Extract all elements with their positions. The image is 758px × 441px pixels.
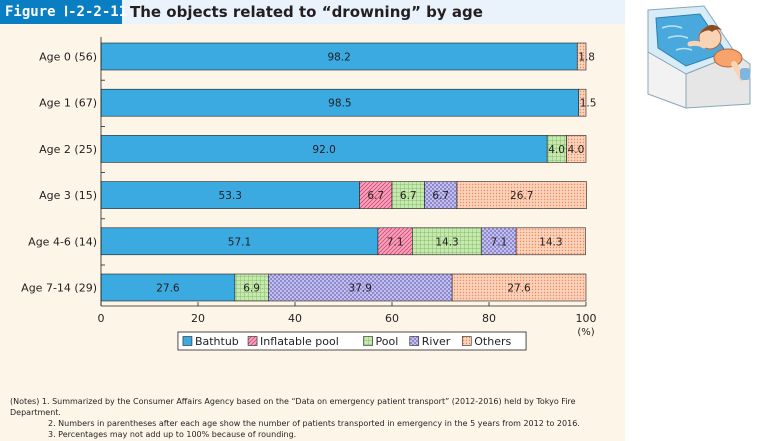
legend-swatch [363,336,373,346]
bar-segment-bathtub [100,227,379,256]
bar-segment-inflatable-pool [377,227,413,256]
data-label: 37.9 [349,283,372,295]
bar-segment-river [268,273,453,302]
note-3: 3. Percentages may not add up to 100% be… [48,430,297,439]
data-label: 57.1 [228,236,251,248]
bar-segment-others [515,227,586,256]
x-tick-label: 80 [482,312,496,325]
data-label: 6.7 [400,190,417,202]
legend-swatch [182,336,193,346]
bar-segment-others [578,88,587,117]
bar-segment-others [576,42,587,71]
bar-segment-others [451,273,587,302]
bar-segment-others [566,135,587,163]
category-label: Age 3 (15) [39,189,97,202]
data-label: 14.3 [539,236,562,248]
data-label: 1.5 [580,98,597,110]
data-label: 6.7 [432,190,449,202]
bar-segment-river [424,181,458,209]
legend-swatch [461,336,472,346]
x-tick-label: 60 [385,312,399,325]
data-label: 7.1 [491,236,508,248]
figure-title: The objects related to “drowning” by age [130,3,483,21]
data-label: 98.5 [328,98,351,110]
data-label: 4.0 [568,144,585,156]
legend-box [177,331,527,351]
category-label: Age 2 (25) [39,143,97,156]
bar-segment-pool [391,181,425,209]
note-2: 2. Numbers in parentheses after each age… [48,419,580,428]
bar-segment-river [481,227,517,256]
data-label: 6.7 [367,190,384,202]
category-label: Age 7-14 (29) [21,282,97,295]
data-label: 14.3 [435,236,458,248]
legend: Bathtub Inflatable pool Pool River Others [177,331,527,351]
data-label: 6.9 [243,283,260,295]
legend-label: River [422,335,451,348]
notes-block: (Notes) 1. Summarized by the Consumer Af… [10,396,615,440]
bar-segment-bathtub [100,42,578,71]
data-label: 92.0 [312,144,335,156]
data-label: 53.3 [219,190,242,202]
bar-segment-inflatable-pool [359,181,393,209]
data-label: 98.2 [327,52,350,64]
category-label: Age 1 (67) [39,97,97,110]
bar-segment-pool [234,273,269,302]
x-tick-label: 20 [191,312,205,325]
stacked-bar-chart: Age 0 (56) 98.2 1.8 Age 1 (67) 98.5 1.5 Age 2 … [21,37,597,351]
category-label: Age 0 (56) [39,51,97,64]
legend-label: Others [474,335,511,348]
bar-segment-bathtub [100,273,236,302]
figure-header: Figure Ⅰ-2-2-11 The objects related to “… [0,0,625,24]
data-label: 27.6 [507,283,531,295]
bars-layer: Age 0 (56) 98.2 1.8 Age 1 (67) 98.5 1.5 Age 2 … [21,42,597,302]
legend-label: Inflatable pool [260,335,339,348]
data-label: 26.7 [510,190,533,202]
legend-label: Bathtub [195,335,239,348]
legend-swatch [409,336,420,346]
x-tick-label: 40 [288,312,302,325]
data-label: 7.1 [387,236,404,248]
child-bathtub-illustration [646,4,752,112]
bar-segment-pool [412,227,483,256]
legend-swatch [247,336,258,346]
data-label: 1.8 [578,52,595,64]
figure-label: Figure Ⅰ-2-2-11 [0,0,127,24]
bar-segment-others [456,181,587,209]
note-1: (Notes) 1. Summarized by the Consumer Af… [10,397,576,417]
x-axis: 0 20 40 60 80 100 (%) [98,37,597,338]
chart-panel: Age 0 (56) 98.2 1.8 Age 1 (67) 98.5 1.5 Age 2 … [0,24,625,441]
data-label: 27.6 [156,283,180,295]
x-tick-label: 0 [98,312,105,325]
x-tick-label: 100 [576,312,597,325]
bar-segment-bathtub [100,88,580,117]
legend-label: Pool [376,335,399,348]
category-label: Age 4-6 (14) [28,235,97,248]
data-label: 4.0 [548,144,565,156]
bar-segment-bathtub [100,181,360,209]
x-axis-unit: (%) [577,327,594,338]
